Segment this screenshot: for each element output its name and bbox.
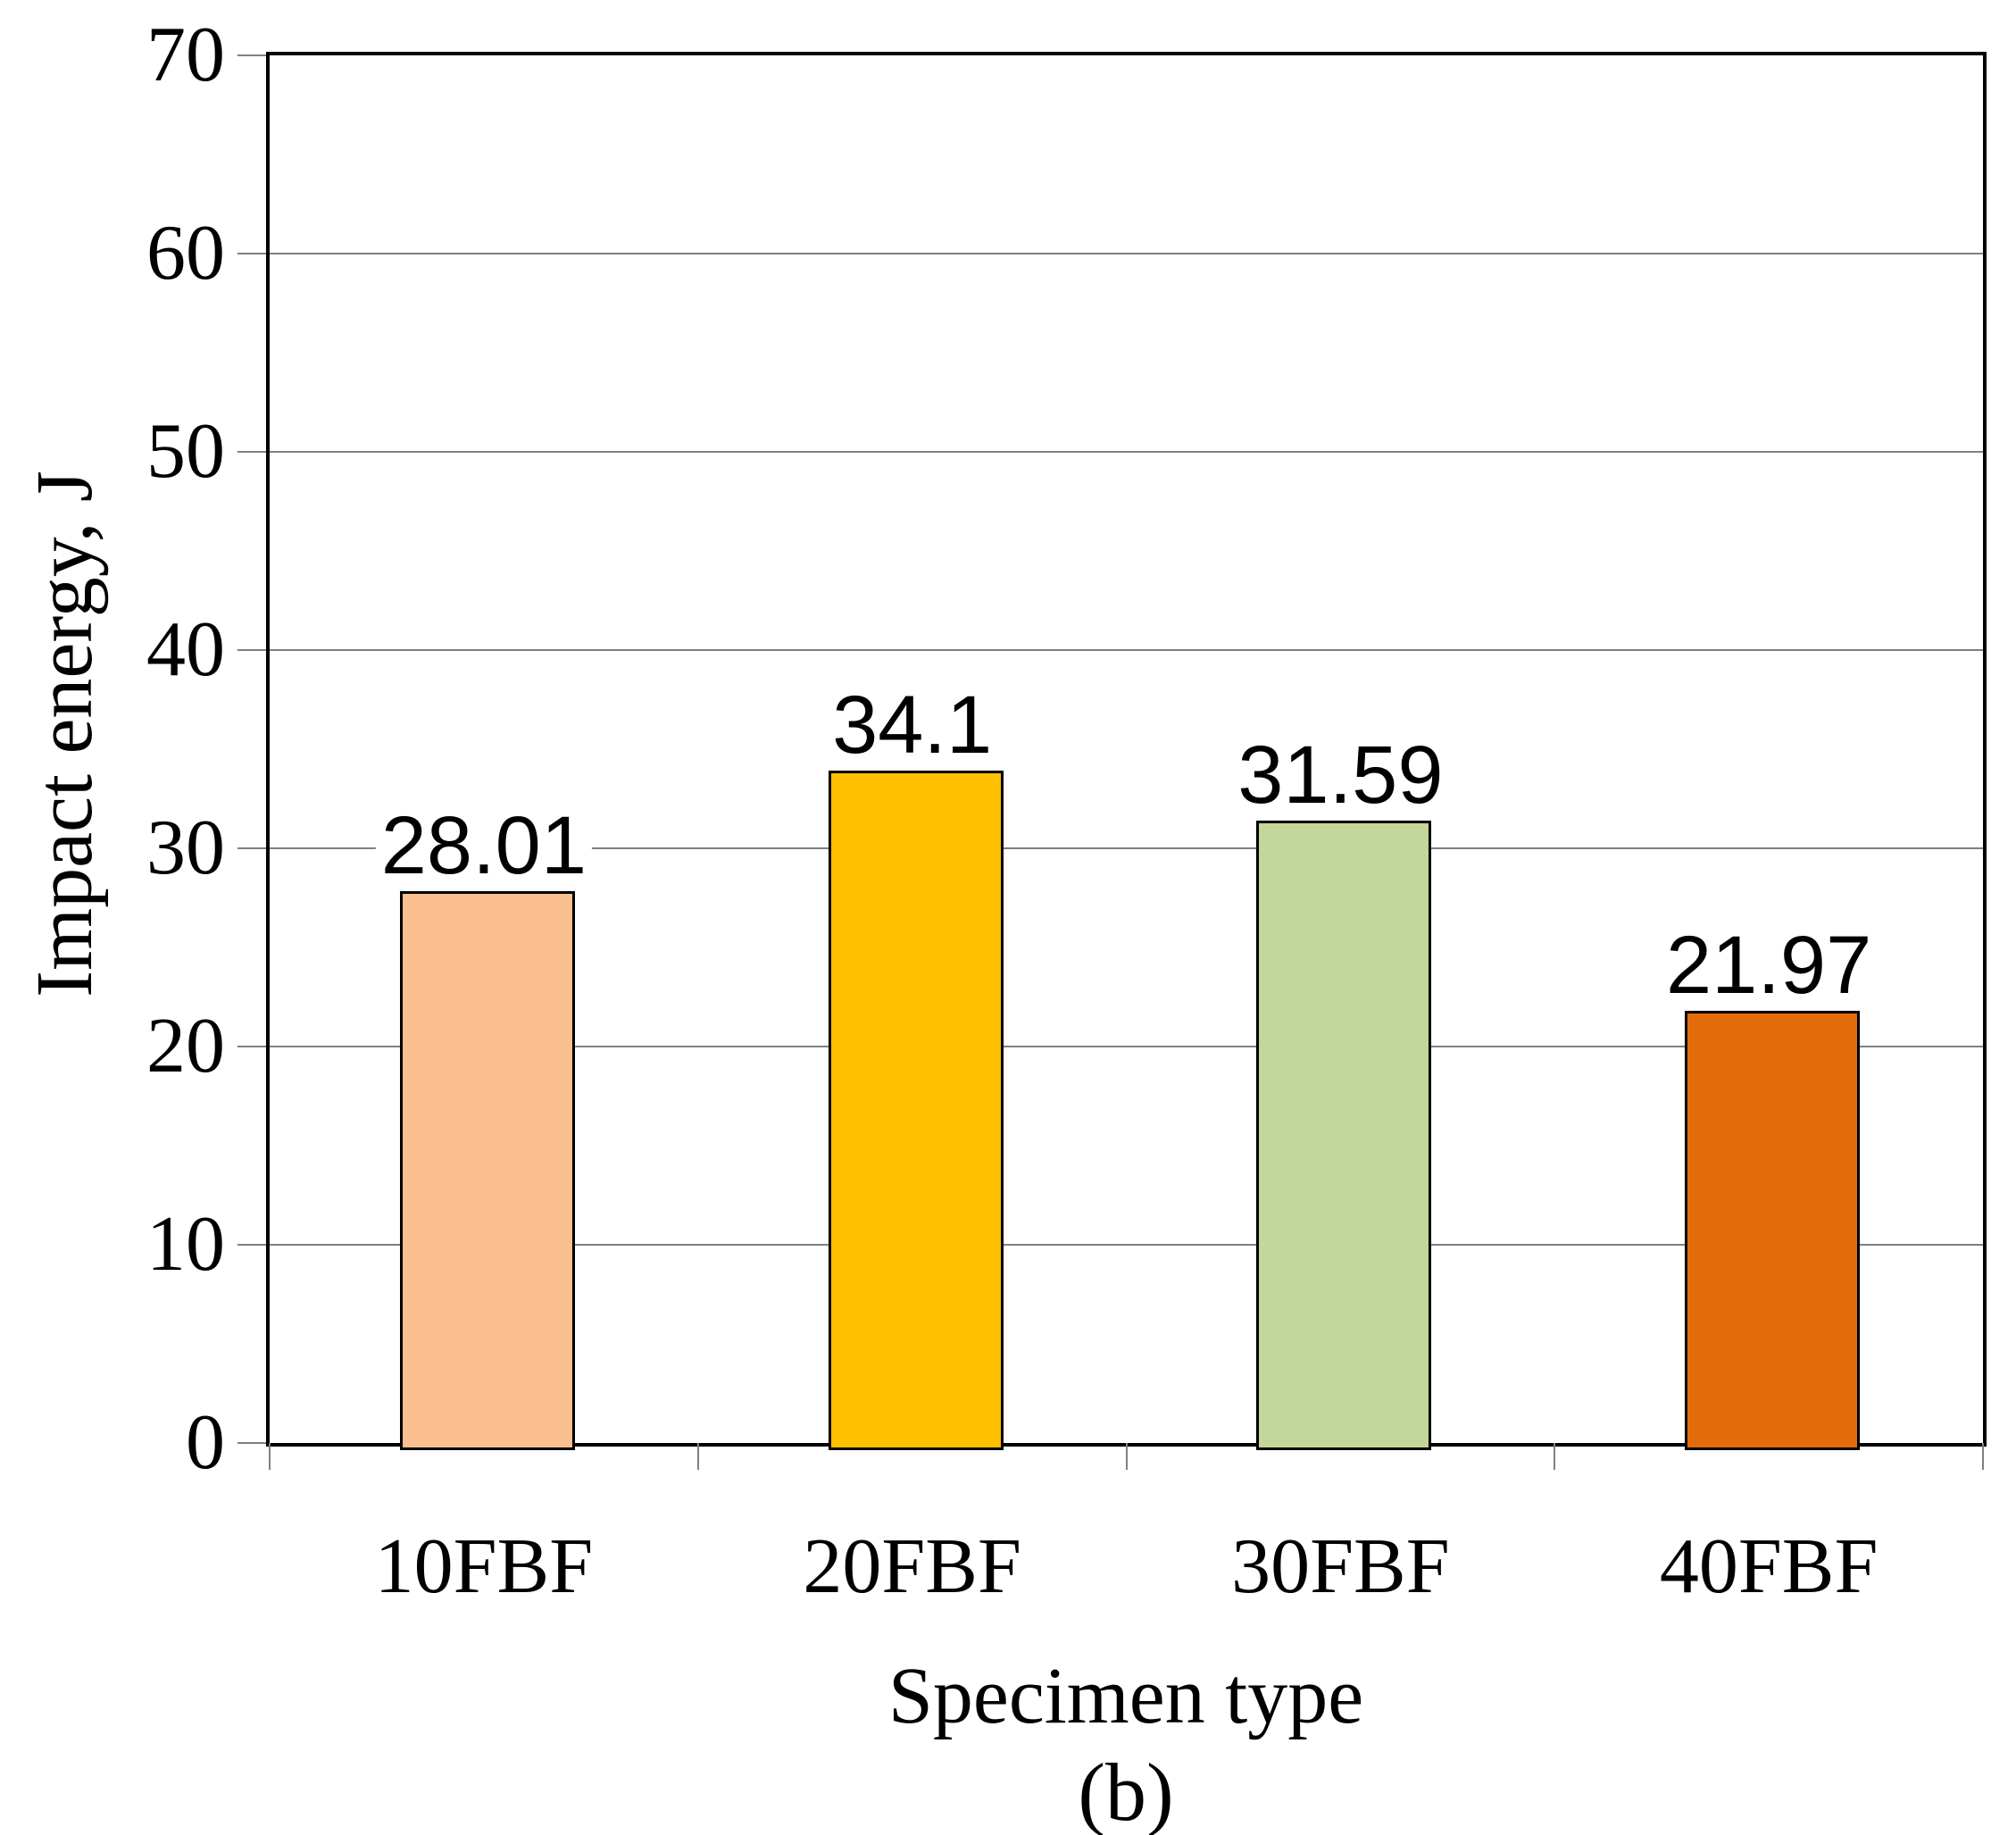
y-tick-label-70: 70 bbox=[146, 12, 225, 98]
bar-value-label-30FBF: 31.59 bbox=[1232, 730, 1449, 820]
gridline-y-50 bbox=[270, 451, 1983, 453]
y-tick-label-60: 60 bbox=[146, 210, 225, 296]
x-tick-mark-1 bbox=[696, 1443, 699, 1470]
plot-area bbox=[266, 52, 1987, 1450]
x-tick-label-40FBF: 40FBF bbox=[1659, 1523, 1879, 1610]
x-tick-label-10FBF: 10FBF bbox=[374, 1523, 594, 1610]
y-tick-label-30: 30 bbox=[146, 805, 225, 891]
y-tick-label-20: 20 bbox=[146, 1003, 225, 1089]
y-tick-mark-30 bbox=[237, 847, 266, 849]
x-tick-mark-4 bbox=[1982, 1443, 1984, 1470]
bar-value-label-20FBF: 34.1 bbox=[827, 680, 998, 770]
y-tick-mark-50 bbox=[237, 451, 266, 453]
y-tick-mark-70 bbox=[237, 54, 266, 56]
y-axis-title: Impact energy, J bbox=[21, 471, 109, 997]
figure-caption: (b) bbox=[1078, 1747, 1174, 1835]
y-tick-label-10: 10 bbox=[146, 1201, 225, 1288]
gridline-y-20 bbox=[270, 1046, 1983, 1047]
y-tick-mark-0 bbox=[237, 1442, 266, 1444]
y-tick-mark-60 bbox=[237, 253, 266, 254]
x-tick-mark-3 bbox=[1554, 1443, 1556, 1470]
x-tick-mark-2 bbox=[1125, 1443, 1128, 1470]
y-tick-label-0: 0 bbox=[186, 1399, 225, 1486]
bar-20FBF bbox=[828, 770, 1004, 1450]
gridline-y-40 bbox=[270, 649, 1983, 651]
bar-value-label-40FBF: 21.97 bbox=[1661, 921, 1878, 1011]
bar-value-label-10FBF: 28.01 bbox=[375, 801, 592, 891]
x-tick-label-30FBF: 30FBF bbox=[1231, 1523, 1450, 1610]
y-tick-mark-20 bbox=[237, 1046, 266, 1047]
y-tick-label-40: 40 bbox=[146, 606, 225, 693]
y-tick-label-50: 50 bbox=[146, 408, 225, 495]
bar-10FBF bbox=[399, 891, 575, 1450]
gridline-y-10 bbox=[270, 1244, 1983, 1246]
x-axis-title: Specimen type bbox=[887, 1652, 1364, 1740]
y-tick-mark-40 bbox=[237, 649, 266, 651]
gridline-y-60 bbox=[270, 253, 1983, 254]
x-tick-label-20FBF: 20FBF bbox=[803, 1523, 1021, 1610]
x-tick-mark-0 bbox=[269, 1443, 271, 1470]
gridline-y-30 bbox=[270, 847, 1983, 849]
bar-30FBF bbox=[1256, 820, 1432, 1450]
y-tick-mark-10 bbox=[237, 1244, 266, 1246]
bar-40FBF bbox=[1685, 1011, 1861, 1450]
